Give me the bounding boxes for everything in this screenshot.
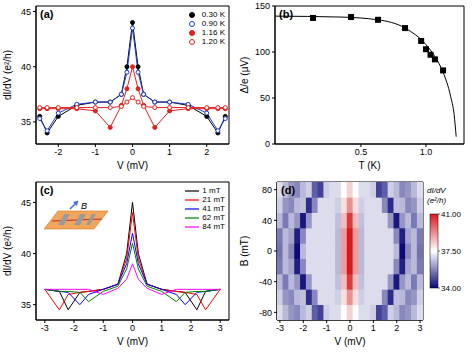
svg-text:2: 2 [394,323,399,333]
svg-text:37.50: 37.50 [441,247,462,256]
svg-text:0.5: 0.5 [355,147,368,157]
html-text:dI/dV (e²/h): dI/dV (e²/h) [1,50,13,100]
svg-text:2: 2 [204,147,209,157]
html-text:0.90 K: 0.90 K [201,19,225,28]
svg-text:35: 35 [21,300,31,310]
html-text:(c): (c) [40,184,54,196]
svg-text:150: 150 [255,1,270,11]
svg-text:-2: -2 [70,323,78,333]
svg-text:B: B [81,201,87,211]
html-text:1.20 K: 1.20 K [201,37,225,46]
svg-text:40: 40 [21,62,31,72]
html-text:41 mT: 41 mT [202,204,225,213]
svg-text:-3: -3 [276,323,284,333]
svg-text:100: 100 [255,47,270,57]
svg-text:0: 0 [130,147,135,157]
svg-text:-2: -2 [299,323,307,333]
svg-text:1: 1 [167,147,172,157]
svg-text:-1: -1 [99,323,107,333]
svg-text:-40: -40 [259,277,272,287]
svg-text:2: 2 [188,323,193,333]
svg-text:45: 45 [21,7,31,17]
html-text:dI/dV: dI/dV [427,186,446,195]
svg-text:-80: -80 [259,308,272,318]
html-text:1.16 K: 1.16 K [201,28,225,37]
svg-text:41.00: 41.00 [441,210,462,219]
svg-text:1: 1 [371,323,376,333]
html-text:(e²/h): (e²/h) [427,196,447,205]
html-text:1 mT: 1 mT [202,186,221,195]
svg-text:34.00: 34.00 [441,284,462,293]
html-text:dI/dV (e²/h): dI/dV (e²/h) [1,226,13,276]
html-text:Δ/e (μV): Δ/e (μV) [238,56,250,94]
svg-text:0: 0 [347,323,352,333]
svg-text:3: 3 [218,323,223,333]
html-text:V (mV): V (mV) [116,160,149,171]
svg-text:0: 0 [265,139,270,149]
svg-text:0: 0 [267,246,272,256]
svg-text:-1: -1 [323,323,331,333]
html-text:(d): (d) [281,184,295,196]
svg-text:1: 1 [159,323,164,333]
svg-text:-1: -1 [91,147,99,157]
svg-text:0: 0 [130,323,135,333]
svg-text:40: 40 [262,216,272,226]
svg-text:1.0: 1.0 [420,147,433,157]
svg-text:45: 45 [21,198,31,208]
html-text:0.30 K: 0.30 K [201,10,225,19]
svg-text:35: 35 [21,117,31,127]
svg-text:-2: -2 [54,147,62,157]
svg-text:40: 40 [21,249,31,259]
html-text:V (mV): V (mV) [334,336,366,347]
html-text:T (K): T (K) [358,160,381,171]
html-text:84 mT: 84 mT [202,222,225,231]
html-text:V (mV): V (mV) [116,336,149,347]
html-text:B (mT): B (mT) [238,235,250,267]
svg-text:50: 50 [260,93,270,103]
html-text:(a): (a) [40,8,54,20]
html-text:21 mT: 21 mT [202,195,225,204]
html-text:62 mT: 62 mT [202,213,225,222]
svg-text:-3: -3 [41,323,49,333]
svg-text:3: 3 [418,323,423,333]
svg-text:80: 80 [262,185,272,195]
html-text:(b): (b) [279,8,293,20]
